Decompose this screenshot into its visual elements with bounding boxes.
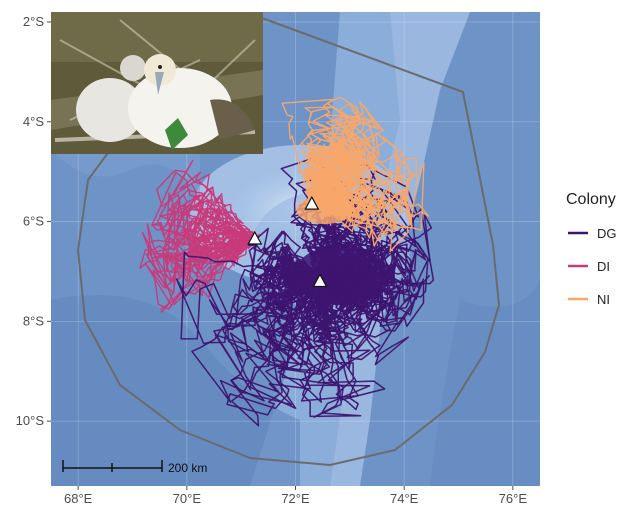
y-axis: 2°S 4°S 6°S 8°S 10°S bbox=[16, 14, 51, 428]
scale-bar-label: 200 km bbox=[168, 461, 207, 475]
track-line bbox=[301, 281, 371, 418]
legend: Colony DG DI NI bbox=[566, 191, 617, 307]
x-tick-label: 76°E bbox=[499, 491, 528, 506]
track-line bbox=[156, 210, 255, 242]
y-tick-label: 10°S bbox=[16, 413, 45, 428]
track-line bbox=[298, 106, 334, 207]
track-line bbox=[166, 192, 260, 244]
x-tick-label: 70°E bbox=[173, 491, 202, 506]
colony-marker bbox=[312, 273, 328, 288]
legend-label: DG bbox=[597, 226, 617, 241]
x-axis: 68°E 70°E 72°E 74°E 76°E bbox=[64, 486, 527, 506]
y-tick-label: 2°S bbox=[23, 14, 44, 29]
x-tick-label: 74°E bbox=[390, 491, 419, 506]
tracks-ni bbox=[281, 96, 430, 252]
y-tick-label: 4°S bbox=[23, 114, 44, 129]
track-line bbox=[226, 276, 321, 416]
bird-photo-icon bbox=[76, 54, 255, 150]
scale-bar: 200 km bbox=[62, 460, 207, 475]
track-line bbox=[230, 281, 322, 406]
track-line bbox=[191, 280, 321, 403]
colony-markers bbox=[247, 195, 328, 288]
colony-marker bbox=[304, 195, 320, 210]
y-tick-label: 6°S bbox=[23, 214, 44, 229]
track-density-core bbox=[296, 196, 353, 225]
track-density-core bbox=[293, 245, 390, 306]
track-line bbox=[308, 148, 341, 205]
tracks-di bbox=[139, 159, 261, 313]
track-line bbox=[314, 281, 349, 342]
legend-label: DI bbox=[597, 259, 610, 274]
track-line bbox=[280, 158, 329, 287]
colony-marker bbox=[247, 230, 263, 245]
map-panel: 200 km bbox=[51, 12, 540, 486]
track-line bbox=[164, 237, 257, 268]
inset-photo bbox=[51, 12, 263, 154]
legend-title: Colony bbox=[566, 191, 616, 208]
track-line bbox=[310, 276, 338, 345]
x-tick-label: 72°E bbox=[281, 491, 310, 506]
x-tick-label: 68°E bbox=[64, 491, 93, 506]
y-tick-label: 8°S bbox=[23, 313, 44, 328]
legend-label: NI bbox=[597, 292, 610, 307]
